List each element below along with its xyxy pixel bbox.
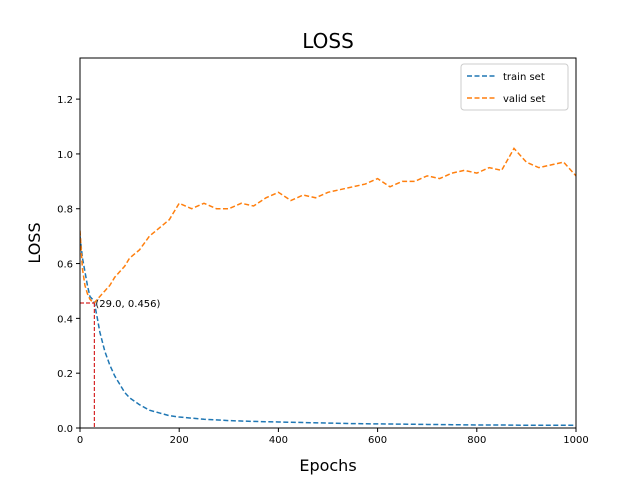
legend-box bbox=[460, 63, 569, 111]
x-tick-label: 400 bbox=[269, 435, 288, 446]
x-tick-label: 0 bbox=[77, 435, 83, 446]
axes-frame bbox=[79, 57, 577, 429]
legend-label-train-set: train set bbox=[503, 72, 545, 83]
chart-title: LOSS bbox=[302, 29, 354, 53]
annotation-label: (29.0, 0.456) bbox=[95, 299, 160, 310]
y-tick-label: 0.4 bbox=[57, 314, 73, 325]
x-tick-label: 200 bbox=[170, 435, 189, 446]
y-tick-label: 0.8 bbox=[57, 205, 73, 216]
x-axis-label: Epochs bbox=[299, 456, 356, 475]
x-tick-label: 1000 bbox=[563, 435, 588, 446]
y-tick-label: 1.2 bbox=[57, 95, 73, 106]
y-tick-label: 1.0 bbox=[57, 150, 73, 161]
y-axis-label: LOSS bbox=[25, 222, 44, 263]
legend-label-valid-set: valid set bbox=[503, 94, 545, 105]
y-tick-label: 0.6 bbox=[57, 260, 73, 271]
x-tick-label: 600 bbox=[368, 435, 387, 446]
legend: train set valid set bbox=[460, 63, 569, 111]
series-line-valid-set bbox=[80, 147, 576, 304]
y-tick-label: 0.2 bbox=[57, 369, 73, 380]
y-tick-label: 0.0 bbox=[57, 424, 73, 435]
x-tick-label: 800 bbox=[467, 435, 486, 446]
plot-area: (29.0, 0.456) 0 200 400 600 800 1000 0.0 0.2 0.4 0… bbox=[57, 57, 589, 446]
